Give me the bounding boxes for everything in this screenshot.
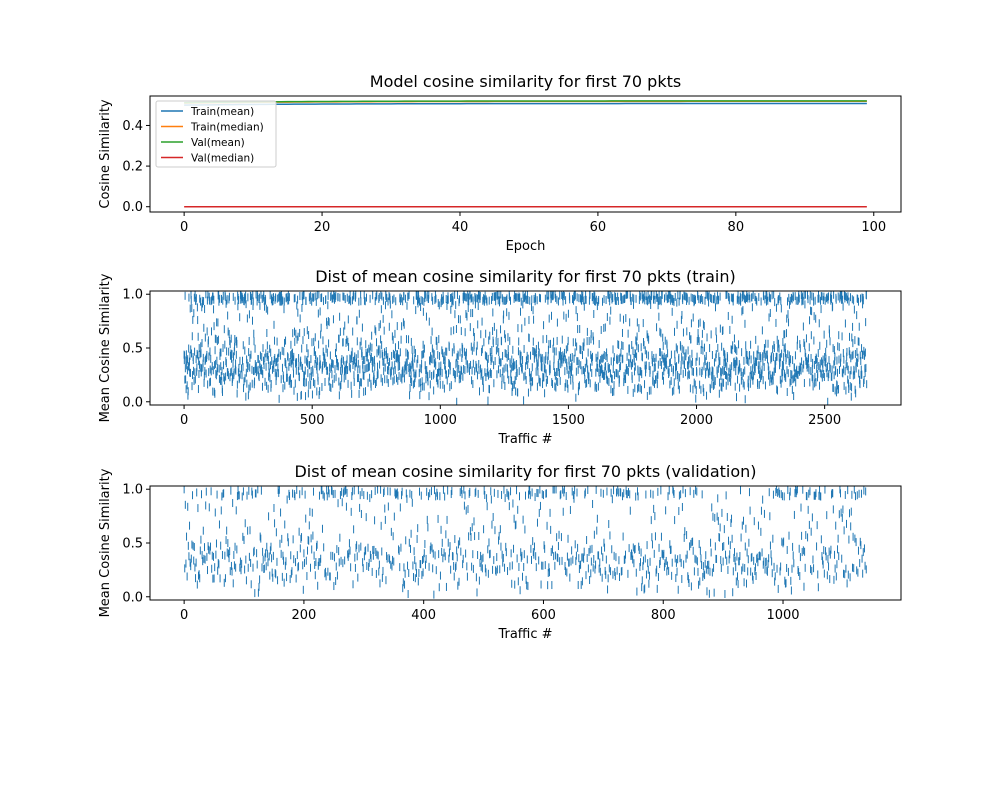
chart-title: Dist of mean cosine similarity for first… xyxy=(315,267,736,286)
x-tick-label: 0 xyxy=(180,608,188,623)
x-tick-label: 1000 xyxy=(766,608,799,623)
y-tick-label: 1.0 xyxy=(122,483,143,498)
x-tick-label: 0 xyxy=(180,220,188,235)
x-tick-label: 600 xyxy=(531,608,556,623)
x-tick-label: 2000 xyxy=(680,413,713,428)
y-tick-label: 0.4 xyxy=(122,119,143,134)
x-tick-label: 2500 xyxy=(808,413,841,428)
x-tick-label: 40 xyxy=(452,220,469,235)
subplot-2: Dist of mean cosine similarity for first… xyxy=(98,267,902,447)
chart-title: Model cosine similarity for first 70 pkt… xyxy=(370,72,681,91)
series-line xyxy=(184,102,867,106)
y-axis-label: Mean Cosine Similarity xyxy=(98,273,113,422)
x-tick-label: 100 xyxy=(861,220,886,235)
axes-frame xyxy=(149,290,902,406)
x-tick-label: 200 xyxy=(291,608,316,623)
legend-label: Train(median) xyxy=(190,121,264,133)
y-tick-label: 0.0 xyxy=(122,200,143,215)
legend-label: Train(mean) xyxy=(190,106,254,118)
y-tick-label: 0.0 xyxy=(122,395,143,410)
x-tick-label: 60 xyxy=(590,220,607,235)
y-tick-label: 0.0 xyxy=(122,590,143,605)
plot-area xyxy=(183,486,867,599)
y-axis-label: Cosine Similarity xyxy=(98,99,113,209)
plot-area xyxy=(183,291,868,405)
plot-area xyxy=(184,100,867,208)
y-axis-label: Mean Cosine Similarity xyxy=(98,468,113,617)
subplot-3: Dist of mean cosine similarity for first… xyxy=(98,462,902,642)
x-tick-label: 1000 xyxy=(424,413,457,428)
subplot-1: Model cosine similarity for first 70 pkt… xyxy=(98,72,902,254)
x-tick-label: 500 xyxy=(300,413,325,428)
series-line xyxy=(184,100,867,104)
y-tick-label: 0.5 xyxy=(122,537,143,552)
x-axis-label: Traffic # xyxy=(497,432,552,447)
axes-frame xyxy=(149,485,902,601)
x-axis-label: Traffic # xyxy=(497,627,552,642)
x-tick-label: 800 xyxy=(651,608,676,623)
y-tick-label: 0.5 xyxy=(122,342,143,357)
y-tick-label: 1.0 xyxy=(122,288,143,303)
x-tick-label: 20 xyxy=(314,220,331,235)
legend-label: Val(median) xyxy=(191,152,254,164)
x-tick-label: 1500 xyxy=(552,413,585,428)
x-tick-label: 0 xyxy=(180,413,188,428)
chart-title: Dist of mean cosine similarity for first… xyxy=(294,462,756,481)
legend: Train(mean) Train(median) Val(mean) Val(med… xyxy=(155,100,277,168)
axes-frame xyxy=(149,95,902,213)
x-axis-label: Epoch xyxy=(506,239,546,254)
x-tick-label: 400 xyxy=(411,608,436,623)
legend-label: Val(mean) xyxy=(191,137,245,149)
x-tick-label: 80 xyxy=(728,220,745,235)
y-tick-label: 0.2 xyxy=(122,160,143,175)
